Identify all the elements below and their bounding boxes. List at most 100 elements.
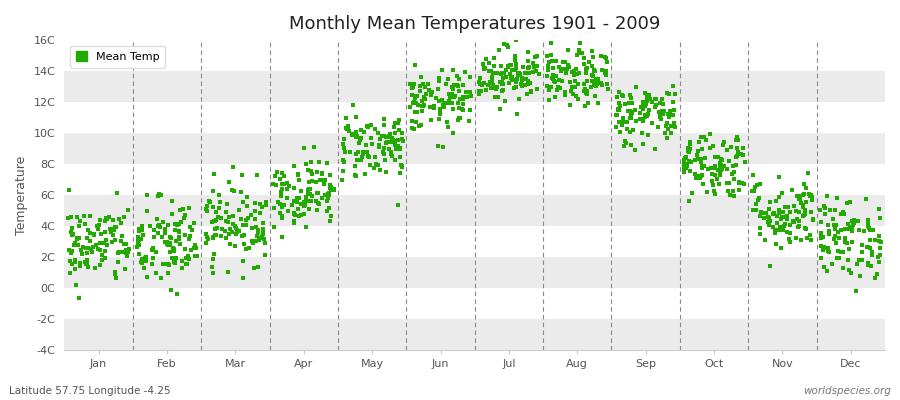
Point [822, 249, 836, 255]
Point [315, 177, 329, 183]
Point [211, 214, 225, 221]
Point [286, 184, 301, 191]
Point [700, 166, 715, 172]
Point [120, 253, 134, 259]
Point [694, 134, 708, 140]
Point [360, 149, 374, 156]
Point [832, 254, 846, 261]
Point [294, 201, 309, 207]
Point [64, 229, 78, 235]
Point [307, 144, 321, 150]
Point [392, 120, 406, 126]
Point [456, 101, 471, 108]
Point [518, 70, 533, 76]
Point [63, 270, 77, 276]
Point [613, 103, 627, 109]
Point [249, 172, 264, 178]
Point [691, 173, 706, 180]
Point [683, 168, 698, 175]
Point [218, 228, 232, 234]
Point [643, 106, 657, 113]
Point [416, 80, 430, 87]
Point [707, 164, 722, 171]
Point [663, 123, 678, 129]
Point [586, 73, 600, 80]
Point [206, 234, 220, 241]
Point [508, 53, 522, 59]
Point [570, 52, 584, 58]
Point [491, 94, 505, 100]
Point [862, 236, 877, 243]
Point [323, 218, 338, 224]
Point [613, 129, 627, 135]
Point [372, 144, 386, 151]
Point [372, 142, 386, 149]
Point [472, 88, 487, 94]
Point [286, 218, 301, 224]
Point [617, 101, 632, 108]
Point [89, 242, 104, 248]
Point [520, 91, 535, 98]
Point [130, 239, 145, 246]
Point [206, 250, 220, 257]
Point [373, 167, 387, 173]
Point [235, 233, 249, 240]
Point [699, 189, 714, 196]
Point [160, 239, 175, 245]
Point [274, 188, 288, 195]
Point [230, 229, 244, 235]
Point [540, 83, 554, 90]
Point [628, 146, 643, 153]
Point [758, 236, 772, 243]
Point [526, 69, 540, 75]
Point [619, 140, 634, 146]
Point [831, 229, 845, 235]
Point [70, 235, 85, 242]
Point [115, 233, 130, 239]
Point [88, 264, 103, 271]
Point [727, 193, 742, 199]
Point [766, 224, 780, 230]
Point [257, 252, 272, 258]
Point [570, 70, 584, 77]
Point [202, 199, 217, 205]
Point [814, 230, 828, 236]
Point [495, 81, 509, 87]
Bar [65, 164, 885, 195]
Point [498, 98, 512, 104]
Point [309, 179, 323, 185]
Point [347, 163, 362, 170]
Point [580, 65, 594, 71]
Point [255, 232, 269, 239]
Point [94, 251, 109, 258]
Point [794, 237, 808, 244]
Point [221, 178, 236, 185]
Point [182, 204, 196, 211]
Point [293, 201, 308, 208]
Point [695, 163, 709, 170]
Point [677, 164, 691, 171]
Point [336, 168, 350, 174]
Point [147, 245, 161, 252]
Point [641, 111, 655, 117]
Point [496, 75, 510, 82]
Point [828, 226, 842, 232]
Point [719, 180, 733, 186]
Point [406, 84, 420, 90]
Point [224, 187, 238, 194]
Point [503, 71, 517, 78]
Point [554, 68, 569, 74]
Point [425, 89, 439, 95]
Point [165, 198, 179, 204]
Point [642, 132, 656, 138]
Point [167, 260, 182, 267]
Point [873, 215, 887, 221]
Point [377, 145, 392, 152]
Point [567, 68, 581, 74]
Point [377, 133, 392, 140]
Point [241, 215, 256, 221]
Point [551, 83, 565, 90]
Point [652, 100, 667, 106]
Point [62, 186, 77, 193]
Point [249, 238, 264, 244]
